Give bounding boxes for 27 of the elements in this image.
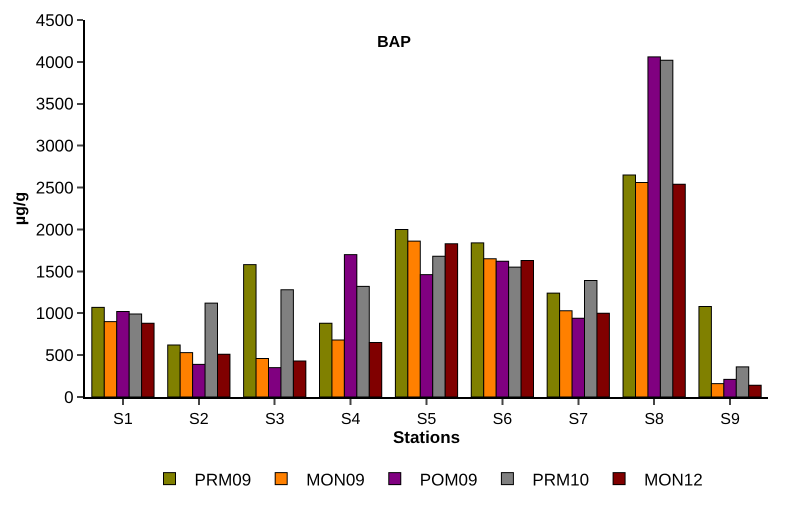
legend-label: PRM09 <box>194 470 252 490</box>
y-tick-label: 3500 <box>36 94 74 114</box>
y-tick-label: 2000 <box>36 220 74 240</box>
y-axis-title: µg/g <box>12 192 30 226</box>
y-tick-label: 1000 <box>36 304 74 324</box>
y-tick-label: 3000 <box>36 136 74 156</box>
legend-label: MON12 <box>644 470 703 490</box>
x-tick-label: S3 <box>264 411 285 428</box>
x-tick-label: S7 <box>568 411 588 428</box>
x-tick-label: S6 <box>492 411 512 428</box>
x-axis-title: Stations <box>392 428 460 448</box>
x-tick-label: S9 <box>720 411 740 428</box>
x-tick-label: S8 <box>644 411 664 428</box>
legend-label: MON09 <box>306 470 365 490</box>
y-tick-label: 1500 <box>36 262 74 282</box>
y-tick-label: 2500 <box>36 178 74 198</box>
legend-label: PRM10 <box>532 470 590 490</box>
y-tick-label: 500 <box>45 346 74 366</box>
legend-label: POM09 <box>420 470 478 490</box>
y-tick-label: 4500 <box>36 10 74 30</box>
y-tick-label: 0 <box>64 388 74 407</box>
x-tick-label: S5 <box>416 411 436 428</box>
text: BAP <box>377 34 412 51</box>
x-tick-label: S4 <box>340 411 360 428</box>
x-tick-label: S1 <box>113 411 133 428</box>
y-tick-label: 4000 <box>36 52 74 72</box>
x-tick-label: S2 <box>189 411 209 428</box>
